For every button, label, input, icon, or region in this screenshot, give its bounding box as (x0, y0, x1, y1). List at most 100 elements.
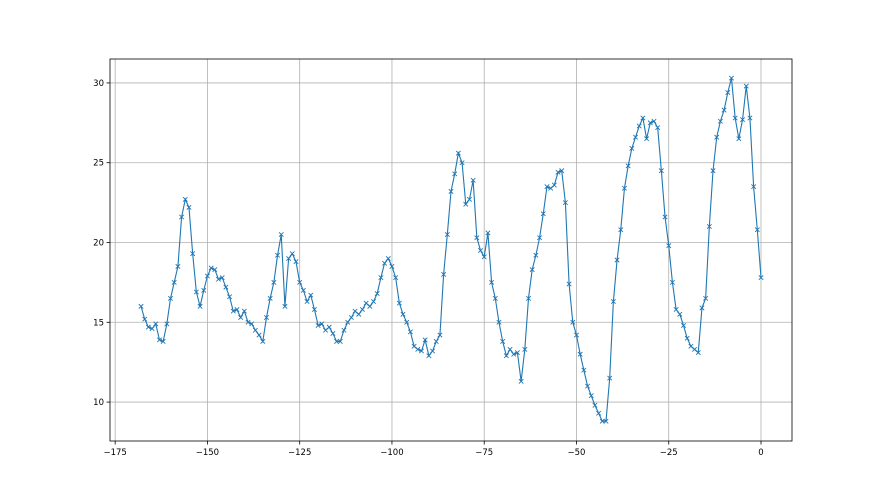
data-point-marker (275, 252, 281, 258)
data-point-marker (474, 235, 480, 241)
data-point-marker (430, 348, 436, 354)
data-point-marker (223, 284, 229, 290)
data-point-marker (533, 252, 539, 258)
x-tick-label: −75 (475, 448, 493, 458)
data-point-marker (297, 279, 303, 285)
data-point-marker (300, 287, 306, 293)
data-point-marker (743, 83, 749, 89)
data-point-marker (599, 418, 605, 424)
plot-frame (109, 58, 793, 442)
data-point-marker (304, 299, 310, 305)
data-point-marker (581, 367, 587, 373)
data-point-marker (356, 311, 362, 317)
data-point-marker (559, 168, 565, 174)
data-point-marker (570, 319, 576, 325)
data-point-marker (732, 115, 738, 121)
data-point-marker (751, 184, 757, 190)
data-point-marker (699, 305, 705, 311)
data-point-marker (529, 267, 535, 273)
data-point-marker (544, 184, 550, 190)
data-point-marker (614, 257, 620, 263)
data-point-marker (182, 196, 188, 202)
data-point-marker (282, 303, 288, 309)
data-point-marker (175, 263, 181, 269)
data-point-marker (374, 291, 380, 297)
data-point-marker (470, 177, 476, 183)
data-point-marker (518, 378, 524, 384)
data-point-marker (212, 267, 218, 273)
data-point-marker (422, 337, 428, 343)
data-point-marker (208, 265, 214, 271)
data-point-marker (736, 136, 742, 142)
data-point-marker (740, 117, 746, 123)
data-point-marker (562, 200, 568, 206)
data-point-marker (168, 295, 174, 301)
data-point-marker (507, 346, 513, 352)
data-point-marker (215, 276, 222, 282)
data-point-marker (315, 322, 321, 328)
data-point-marker (500, 338, 506, 344)
data-point-marker (555, 169, 561, 175)
data-point-marker (238, 314, 244, 321)
data-point-marker (293, 259, 299, 265)
data-point-marker (278, 232, 284, 238)
data-point-marker (201, 287, 207, 293)
data-point-marker (455, 150, 461, 156)
data-point-marker (703, 295, 709, 301)
data-point-marker (400, 311, 406, 317)
data-point-marker (633, 134, 639, 140)
data-point-marker (466, 196, 472, 202)
data-point-marker (695, 350, 701, 356)
data-point-marker (444, 232, 450, 238)
x-tick-label: −150 (196, 448, 219, 458)
data-point-marker (271, 279, 277, 285)
data-point-marker (415, 346, 421, 352)
grid (110, 59, 792, 441)
data-point-marker (658, 168, 664, 174)
data-point-marker (640, 115, 646, 121)
y-tick-label: 10 (93, 398, 104, 408)
data-point-marker (592, 402, 598, 408)
data-point-marker (540, 211, 546, 217)
data-point-marker (370, 299, 377, 305)
data-point-marker (404, 319, 410, 325)
data-point-marker (193, 289, 199, 295)
data-point-marker (607, 375, 613, 381)
data-point-marker (481, 254, 487, 260)
y-tick-label: 20 (93, 239, 104, 249)
data-point-marker (585, 383, 591, 389)
y-tick-label: 30 (93, 79, 104, 89)
data-point-marker (666, 243, 672, 249)
data-point-marker (636, 123, 642, 129)
data-point-marker (677, 311, 683, 317)
x-tick-label: −100 (380, 448, 403, 458)
data-point-marker (511, 351, 517, 357)
data-point-marker (717, 118, 723, 124)
data-point-marker (478, 247, 484, 253)
data-point-marker (197, 303, 203, 309)
data-point-marker (256, 332, 262, 338)
data-point-marker (286, 255, 292, 261)
data-point-marker (489, 279, 495, 285)
data-point-marker (407, 329, 413, 335)
data-point-marker (345, 319, 351, 325)
data-point-marker (655, 125, 661, 131)
data-point-marker (603, 418, 609, 424)
data-point-marker (393, 275, 399, 281)
data-point-marker (308, 292, 314, 298)
data-point-marker (629, 145, 635, 151)
data-point-marker (341, 327, 347, 333)
data-point-marker (566, 281, 572, 287)
data-point-marker (496, 319, 502, 325)
data-point-marker (249, 321, 255, 327)
data-point-marker (577, 351, 583, 357)
y-tick-label: 15 (93, 318, 104, 328)
data-point-marker (441, 271, 447, 277)
data-point-marker (219, 275, 225, 281)
data-point-marker (330, 330, 336, 336)
data-point-marker (426, 353, 432, 359)
data-point-marker (171, 279, 177, 285)
data-point-marker (260, 338, 266, 344)
data-point-marker (514, 350, 520, 356)
data-point-marker (153, 321, 159, 327)
